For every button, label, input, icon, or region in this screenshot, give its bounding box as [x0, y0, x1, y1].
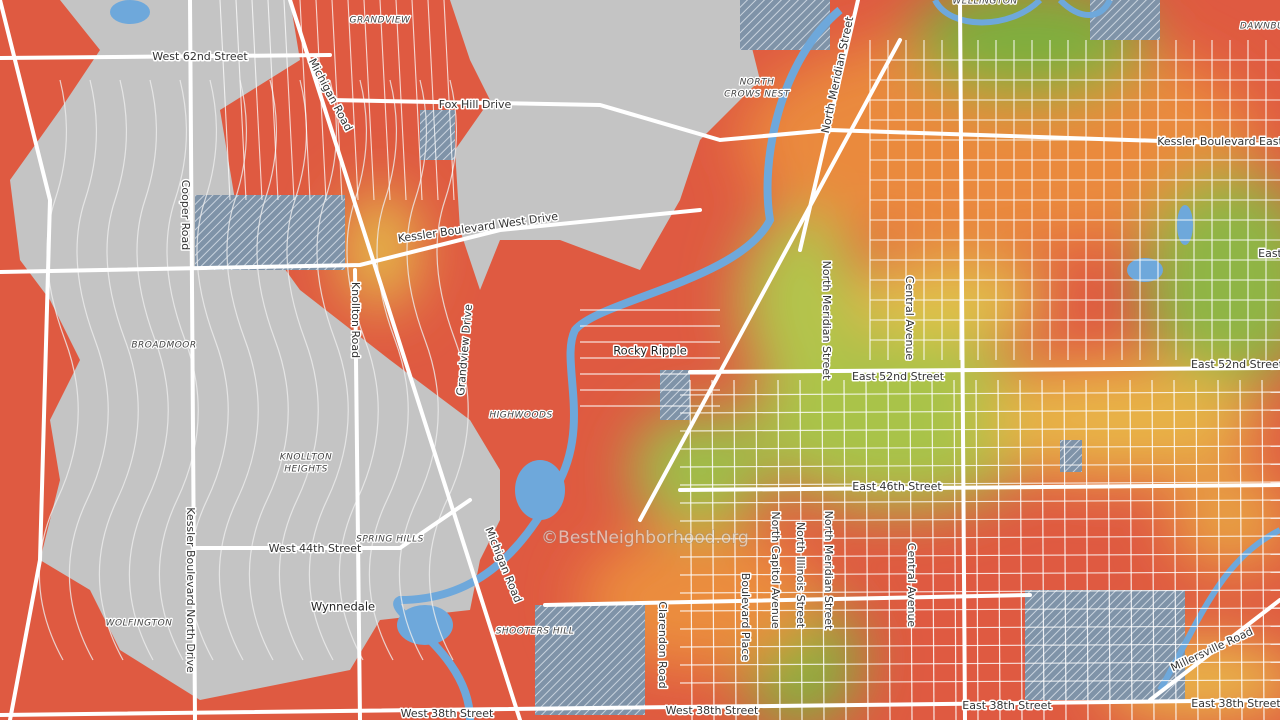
street [679, 643, 1280, 648]
neighborhood-label: DAWNBU [1240, 22, 1280, 32]
place-label: Wynnedale [311, 600, 375, 614]
street [308, 79, 349, 661]
street-label: East 52nd Street [1191, 358, 1280, 371]
street-label: East 52nd Street [852, 370, 945, 383]
street-label: Kessler Boulevard North Drive [184, 507, 197, 673]
street [251, 0, 263, 201]
street [887, 379, 891, 720]
street-label: Knollton Road [349, 282, 362, 358]
street-label: North Capitol Avenue [769, 511, 782, 628]
street-label: Cooper Road [179, 180, 192, 251]
street [679, 607, 1280, 612]
neighborhood-label: KNOLLTON [280, 453, 332, 463]
street [679, 427, 1280, 432]
street [1239, 379, 1243, 720]
watermark: ©BestNeighborhood.org [541, 528, 749, 548]
street [821, 379, 825, 720]
street [679, 517, 1280, 522]
street-label: Boulevard Place [739, 573, 752, 662]
street [679, 481, 1280, 486]
street-label: Kessler Boulevard East [1157, 135, 1280, 148]
street [443, 0, 455, 201]
place-label: Rocky Ripple [613, 344, 687, 358]
street [679, 409, 1280, 414]
street [338, 79, 379, 661]
street-label: Central Avenue [905, 543, 918, 628]
street [679, 391, 1280, 396]
street [267, 0, 279, 201]
street [679, 463, 1280, 468]
neighborhood-label: WOLFINGTON [106, 619, 173, 629]
street [679, 571, 1280, 576]
neighborhood-label: SHOOTERS HILL [496, 627, 575, 637]
street-label: East 46th Street [852, 480, 942, 493]
neighborhood-label: HEIGHTS [284, 465, 328, 475]
street-label: Fox Hill Drive [439, 98, 512, 111]
street-label: North Meridian Street [822, 511, 835, 630]
street-label: Central Avenue [903, 276, 916, 361]
street [1261, 379, 1265, 720]
neighborhood-label: BROADMOOR [131, 341, 196, 351]
street [689, 379, 693, 720]
street [1151, 379, 1155, 720]
street [865, 379, 869, 720]
street-label: West 38th Street [401, 707, 494, 720]
street-label: Clarendon Road [656, 601, 669, 688]
street [679, 625, 1280, 630]
street-label: West 44th Street [269, 542, 362, 555]
street [679, 535, 1280, 540]
street [398, 79, 439, 661]
street [679, 553, 1280, 558]
street-label: East [1258, 247, 1280, 260]
neighborhood-label: SPRING HILLS [356, 535, 424, 545]
neighborhood-label: CROWS NEST [724, 90, 791, 100]
street [711, 379, 715, 720]
street [68, 79, 109, 661]
street [218, 79, 259, 661]
street [1173, 379, 1177, 720]
street [368, 79, 409, 661]
street [679, 445, 1280, 450]
street [128, 79, 169, 661]
street-label: North Meridian Street [820, 261, 833, 380]
neighborhood-label: HIGHWOODS [489, 411, 552, 421]
rivers [110, 0, 1280, 720]
street [799, 379, 803, 720]
street [98, 79, 139, 661]
street [777, 379, 781, 720]
street [679, 499, 1280, 504]
street [679, 679, 1280, 684]
street [278, 79, 319, 661]
neighborhood-label: WELLINGTON [952, 0, 1017, 7]
street [188, 79, 229, 661]
street-label: West 62nd Street [152, 50, 248, 63]
street [843, 379, 847, 720]
street [755, 379, 759, 720]
street-label: East 38th Street [1191, 697, 1280, 710]
street [283, 0, 295, 201]
neighborhood-label: NORTH [740, 78, 775, 88]
street [248, 79, 289, 661]
street [219, 0, 231, 201]
street [158, 79, 199, 661]
street [679, 589, 1280, 594]
street-label: East 38th Street [962, 699, 1052, 712]
street-label: North Illinois Street [794, 522, 807, 629]
neighborhood-label: GRANDVIEW [350, 16, 412, 26]
street [235, 0, 247, 201]
street [733, 379, 737, 720]
street [1217, 379, 1221, 720]
street [679, 661, 1280, 666]
street-label: West 38th Street [666, 704, 759, 717]
